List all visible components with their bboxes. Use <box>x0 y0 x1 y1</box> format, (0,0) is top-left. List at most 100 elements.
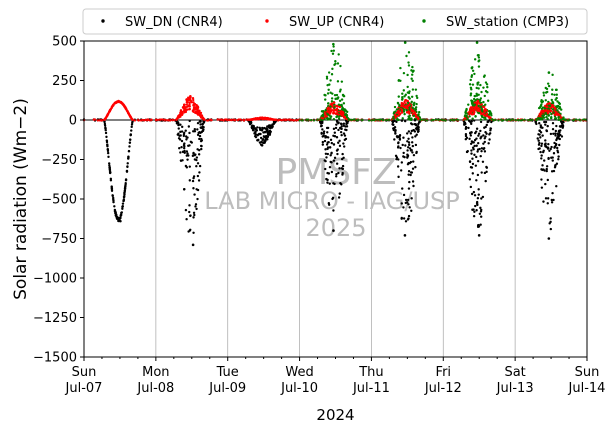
sw-dn-point <box>394 129 397 132</box>
sw-station-point <box>329 117 332 120</box>
sw-up-point <box>480 112 483 115</box>
sw-up-point <box>150 118 153 122</box>
sw-dn-point <box>398 137 402 141</box>
sw-dn-point <box>465 150 469 154</box>
sw-station-point <box>350 118 353 122</box>
sw-dn-point <box>332 229 335 232</box>
sw-dn-point <box>333 131 337 134</box>
legend-label: SW_DN (CNR4) <box>125 15 223 30</box>
sw-up-point <box>468 111 472 114</box>
legend-label: SW_UP (CNR4) <box>289 15 384 30</box>
sw-dn-point <box>106 151 110 155</box>
sw-up-point <box>192 98 195 102</box>
sw-dn-point <box>326 147 329 151</box>
sw-dn-point <box>122 199 125 203</box>
sw-up-point <box>326 107 329 110</box>
sw-dn-point <box>548 149 551 152</box>
sw-station-point <box>399 66 402 70</box>
sw-up-point <box>475 101 478 104</box>
sw-station-point <box>367 119 371 122</box>
sw-dn-point <box>332 134 335 137</box>
sw-dn-point <box>479 120 483 124</box>
sw-dn-point <box>327 201 331 205</box>
sw-dn-point <box>107 162 111 165</box>
sw-dn-point <box>479 206 482 210</box>
sw-station-point <box>406 73 409 77</box>
sw-dn-point <box>332 209 335 212</box>
sw-dn-point <box>339 130 343 134</box>
sw-station-point <box>488 110 492 113</box>
sw-dn-point <box>547 157 550 161</box>
sw-dn-point <box>483 150 487 153</box>
sw-up-point <box>178 113 182 116</box>
sw-dn-point <box>472 190 476 194</box>
sw-dn-point <box>467 119 471 123</box>
legend: SW_DN (CNR4) SW_UP (CNR4) SW_station (CMP3… <box>82 8 588 35</box>
sw-dn-point <box>415 133 418 136</box>
sw-up-point <box>338 105 342 109</box>
sw-up-point <box>192 104 195 107</box>
sw-dn-point <box>326 181 329 184</box>
sw-dn-point <box>403 234 407 237</box>
y-tick-label: −1500 <box>33 351 77 366</box>
sw-dn-point <box>188 119 191 123</box>
sw-dn-point <box>330 170 334 174</box>
sw-dn-point <box>543 120 546 124</box>
sw-dn-point <box>407 141 411 144</box>
sw-station-point <box>540 107 544 111</box>
x-tick-label-day: Fri <box>436 365 452 380</box>
sw-dn-point <box>122 195 126 198</box>
sw-dn-point <box>326 152 330 156</box>
sw-station-point <box>560 108 563 111</box>
sw-dn-point <box>326 126 330 130</box>
sw-up-point <box>485 114 488 117</box>
sw-station-point <box>326 92 330 95</box>
sw-up-point <box>176 116 180 120</box>
sw-station-point <box>298 119 301 122</box>
sw-dn-point <box>409 149 413 152</box>
sw-dn-point <box>200 147 203 151</box>
sw-station-point <box>401 96 404 99</box>
sw-dn-point <box>393 125 397 129</box>
sw-dn-point <box>553 166 557 169</box>
sw-station-point <box>411 73 414 76</box>
sw-dn-point <box>111 194 114 198</box>
sw-station-point <box>332 118 336 121</box>
sw-dn-point <box>325 156 328 159</box>
sw-station-point <box>551 73 554 77</box>
sw-dn-point <box>178 138 182 141</box>
sw-dn-point <box>485 166 489 169</box>
sw-dn-point <box>263 130 267 134</box>
sw-dn-point <box>345 122 348 126</box>
sw-station-point <box>326 118 329 121</box>
y-axis-label: Solar radiation (Wm−2) <box>11 98 31 300</box>
x-axis-label: 2024 <box>316 406 354 424</box>
sw-dn-point <box>342 156 345 159</box>
sw-station-point <box>385 118 388 122</box>
sw-dn-point <box>186 158 189 161</box>
sw-station-point <box>477 65 481 68</box>
sw-dn-point <box>481 160 485 163</box>
sw-dn-point <box>406 198 410 202</box>
sw-dn-point <box>534 121 537 124</box>
sw-station-point <box>500 118 503 121</box>
sw-dn-point <box>549 132 553 136</box>
sw-up-point <box>141 118 145 122</box>
sw-station-point <box>345 110 349 114</box>
sw-station-point <box>397 79 401 82</box>
sw-dn-point <box>552 152 556 155</box>
sw-dn-point <box>113 205 116 208</box>
sw-station-point <box>558 106 562 109</box>
sw-station-point <box>517 118 520 122</box>
sw-dn-point <box>540 157 543 160</box>
sw-dn-point <box>407 203 410 206</box>
watermark-line-3: 2025 <box>305 214 366 242</box>
sw-station-point <box>475 86 478 90</box>
sw-dn-point <box>404 198 408 202</box>
y-tick-label: −500 <box>41 193 77 208</box>
sw-dn-point <box>324 152 328 155</box>
sw-station-point <box>402 71 406 75</box>
sw-dn-point <box>474 164 478 167</box>
sw-dn-point <box>407 214 411 218</box>
sw-station-point <box>413 101 416 105</box>
